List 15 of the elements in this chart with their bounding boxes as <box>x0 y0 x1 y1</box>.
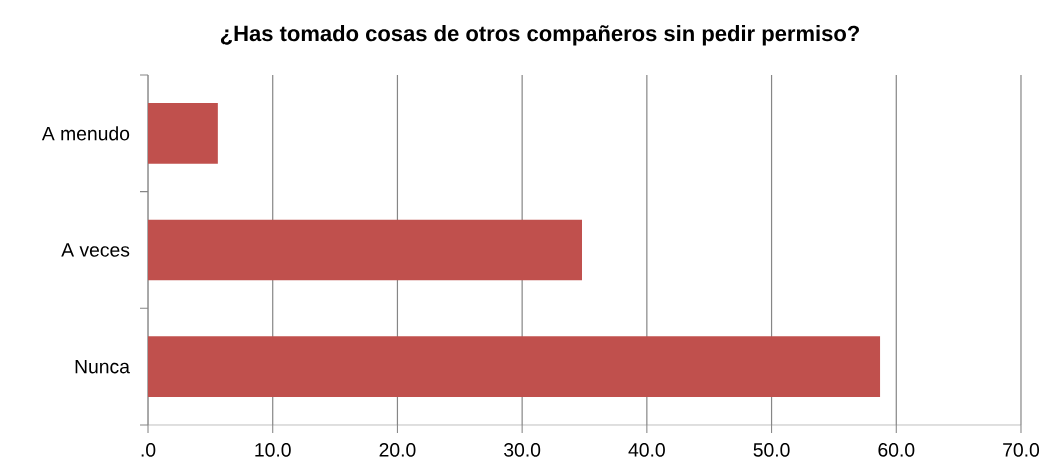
y-tick-label: Nunca <box>75 359 130 374</box>
bar <box>148 102 218 164</box>
x-tick-label: 60.0 <box>878 443 915 457</box>
bar <box>148 336 881 397</box>
x-tick-label: 20.0 <box>379 443 416 457</box>
y-tick-label: A veces <box>61 243 130 257</box>
x-tick-label: 40.0 <box>628 443 665 457</box>
x-tick-label: 10.0 <box>255 443 291 457</box>
y-tick-label: A menudo <box>41 126 130 141</box>
x-tick-label: 70.0 <box>1003 443 1040 457</box>
bar <box>148 219 582 281</box>
x-tick-label: .0 <box>141 443 156 457</box>
chart-title: ¿Has tomado cosas de otros compañeros sin pedir permiso? <box>220 25 859 46</box>
x-tick-label: 50.0 <box>753 443 790 457</box>
x-tick-label: 30.0 <box>504 443 541 457</box>
